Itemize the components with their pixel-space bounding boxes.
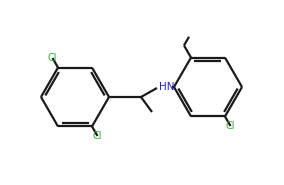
Text: Cl: Cl	[226, 121, 235, 131]
Text: Cl: Cl	[93, 131, 102, 141]
Text: HN: HN	[159, 82, 174, 92]
Text: Cl: Cl	[48, 53, 57, 63]
